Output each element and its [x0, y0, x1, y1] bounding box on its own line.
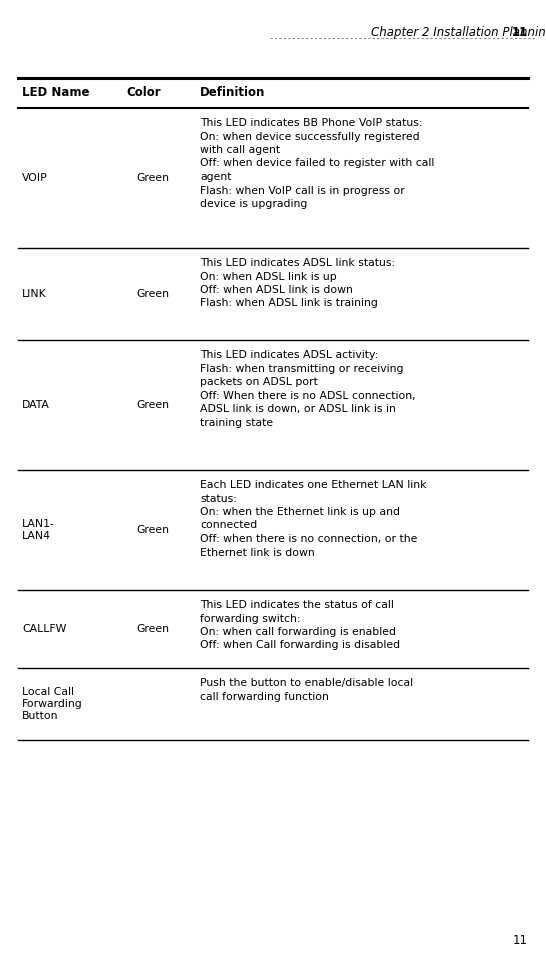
Text: On: when device successfully registered: On: when device successfully registered	[200, 131, 420, 142]
Text: On: when the Ethernet link is up and: On: when the Ethernet link is up and	[200, 507, 400, 517]
Text: Off: When there is no ADSL connection,: Off: When there is no ADSL connection,	[200, 391, 416, 400]
Text: 11: 11	[513, 934, 528, 947]
Text: ADSL link is down, or ADSL link is in: ADSL link is down, or ADSL link is in	[200, 404, 396, 414]
Text: Ethernet link is down: Ethernet link is down	[200, 547, 314, 558]
Text: LED Name: LED Name	[22, 87, 90, 99]
Text: Green: Green	[136, 525, 169, 535]
Text: 11: 11	[512, 26, 528, 39]
Text: This LED indicates ADSL link status:: This LED indicates ADSL link status:	[200, 258, 395, 268]
Text: training state: training state	[200, 418, 273, 427]
Text: packets on ADSL port: packets on ADSL port	[200, 377, 318, 387]
Text: Push the button to enable/disable local: Push the button to enable/disable local	[200, 678, 413, 688]
Text: CALLFW: CALLFW	[22, 624, 67, 634]
Text: connected: connected	[200, 520, 257, 531]
Text: Green: Green	[136, 173, 169, 183]
Text: Local Call
Forwarding
Button: Local Call Forwarding Button	[22, 687, 83, 721]
Text: Off: when there is no connection, or the: Off: when there is no connection, or the	[200, 534, 417, 544]
Text: Green: Green	[136, 289, 169, 299]
Text: call forwarding function: call forwarding function	[200, 692, 329, 702]
Text: Off: when ADSL link is down: Off: when ADSL link is down	[200, 285, 353, 295]
Text: LAN1-
LAN4: LAN1- LAN4	[22, 519, 55, 540]
Text: On: when ADSL link is up: On: when ADSL link is up	[200, 271, 337, 282]
Text: Green: Green	[136, 400, 169, 410]
Text: VOIP: VOIP	[22, 173, 48, 183]
Text: forwarding switch:: forwarding switch:	[200, 614, 300, 623]
Text: Definition: Definition	[200, 87, 265, 99]
Text: agent: agent	[200, 172, 232, 182]
Text: This LED indicates the status of call: This LED indicates the status of call	[200, 600, 394, 610]
Text: Color: Color	[126, 87, 161, 99]
Text: Each LED indicates one Ethernet LAN link: Each LED indicates one Ethernet LAN link	[200, 480, 426, 490]
Text: device is upgrading: device is upgrading	[200, 199, 307, 209]
Text: DATA: DATA	[22, 400, 50, 410]
Text: Chapter 2 Installation Planning: Chapter 2 Installation Planning	[371, 26, 546, 39]
Text: This LED indicates BB Phone VoIP status:: This LED indicates BB Phone VoIP status:	[200, 118, 423, 128]
Text: LINK: LINK	[22, 289, 47, 299]
Text: On: when call forwarding is enabled: On: when call forwarding is enabled	[200, 627, 396, 637]
Text: status:: status:	[200, 493, 237, 504]
Text: Flash: when ADSL link is training: Flash: when ADSL link is training	[200, 298, 378, 309]
Text: This LED indicates ADSL activity:: This LED indicates ADSL activity:	[200, 350, 378, 360]
Text: Flash: when VoIP call is in progress or: Flash: when VoIP call is in progress or	[200, 185, 405, 196]
Text: Green: Green	[136, 624, 169, 634]
Text: Off: when Call forwarding is disabled: Off: when Call forwarding is disabled	[200, 641, 400, 650]
Text: Off: when device failed to register with call: Off: when device failed to register with…	[200, 158, 435, 169]
Text: Flash: when transmitting or receiving: Flash: when transmitting or receiving	[200, 364, 403, 373]
Text: with call agent: with call agent	[200, 145, 280, 155]
